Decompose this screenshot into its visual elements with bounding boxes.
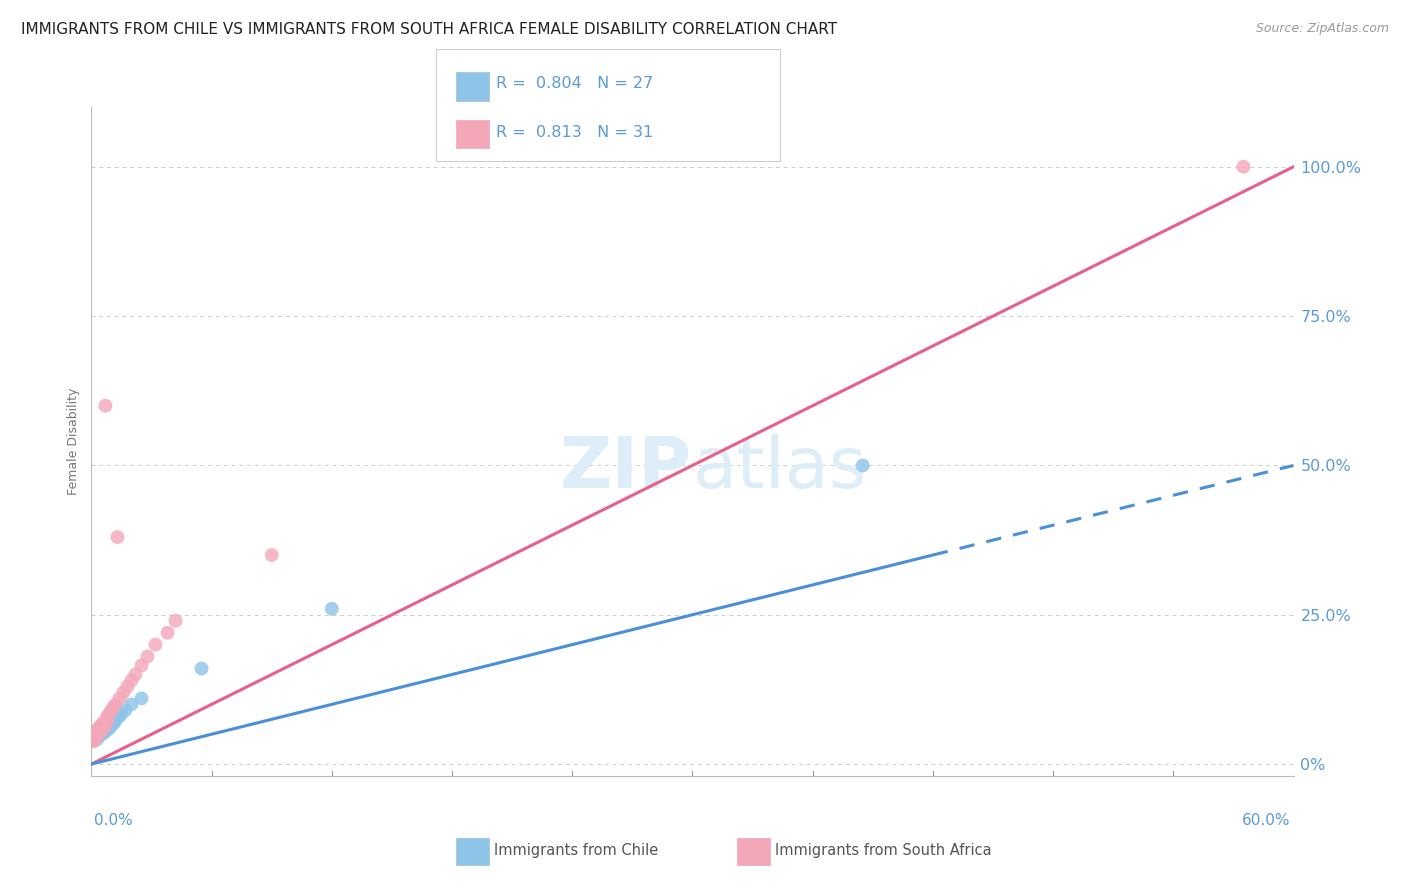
Point <box>100 703 122 717</box>
Point <box>121 673 143 688</box>
Point <box>131 658 153 673</box>
Text: atlas: atlas <box>692 434 868 503</box>
Point <box>321 602 343 616</box>
Point <box>86 724 108 739</box>
Point <box>82 733 104 747</box>
Point <box>145 638 167 652</box>
Point <box>90 727 112 741</box>
Point <box>117 680 139 694</box>
Point <box>131 691 153 706</box>
Point <box>90 718 112 732</box>
Point <box>94 399 117 413</box>
Point <box>96 714 118 728</box>
Point <box>103 700 125 714</box>
Point <box>93 721 115 735</box>
Point <box>190 661 212 675</box>
Text: 0.0%: 0.0% <box>94 814 134 828</box>
Point <box>98 721 121 735</box>
Point <box>104 698 127 712</box>
Point <box>124 667 146 681</box>
Point <box>86 731 108 746</box>
Point <box>90 721 112 735</box>
Point <box>86 728 108 742</box>
Point <box>82 730 104 744</box>
Point <box>89 720 111 734</box>
Point <box>136 649 159 664</box>
Point <box>121 698 143 712</box>
Point <box>89 723 111 737</box>
Point <box>84 727 107 741</box>
Text: R =  0.804   N = 27: R = 0.804 N = 27 <box>496 77 654 91</box>
Point <box>108 691 131 706</box>
Point <box>107 530 129 544</box>
Point <box>86 723 108 737</box>
Point <box>100 715 122 730</box>
Point <box>1232 160 1254 174</box>
Point <box>82 734 104 748</box>
Point <box>114 703 136 717</box>
Text: ZIP: ZIP <box>560 434 692 503</box>
Point <box>89 728 111 742</box>
Point <box>104 714 127 728</box>
Point <box>112 685 135 699</box>
Point <box>96 718 118 732</box>
Point <box>94 718 117 732</box>
Point <box>103 716 125 731</box>
Point <box>90 724 112 739</box>
Point <box>84 730 107 744</box>
Point <box>94 724 117 739</box>
Text: IMMIGRANTS FROM CHILE VS IMMIGRANTS FROM SOUTH AFRICA FEMALE DISABILITY CORRELAT: IMMIGRANTS FROM CHILE VS IMMIGRANTS FROM… <box>21 22 837 37</box>
Point <box>110 706 132 721</box>
Text: Immigrants from Chile: Immigrants from Chile <box>494 844 658 858</box>
Point <box>84 731 107 746</box>
Point <box>93 726 115 740</box>
Point <box>100 718 122 732</box>
Point <box>98 706 121 721</box>
Text: Source: ZipAtlas.com: Source: ZipAtlas.com <box>1256 22 1389 36</box>
Point <box>156 625 179 640</box>
Point <box>84 727 107 741</box>
Point <box>93 715 115 730</box>
Point <box>260 548 283 562</box>
Text: R =  0.813   N = 31: R = 0.813 N = 31 <box>496 125 654 139</box>
Point <box>108 709 131 723</box>
Point <box>165 614 187 628</box>
Text: Immigrants from South Africa: Immigrants from South Africa <box>775 844 991 858</box>
Y-axis label: Female Disability: Female Disability <box>67 388 80 495</box>
Point <box>89 726 111 740</box>
Point <box>96 723 118 737</box>
Point <box>852 458 875 473</box>
Text: 60.0%: 60.0% <box>1243 814 1291 828</box>
Point <box>96 709 118 723</box>
Point <box>93 721 115 735</box>
